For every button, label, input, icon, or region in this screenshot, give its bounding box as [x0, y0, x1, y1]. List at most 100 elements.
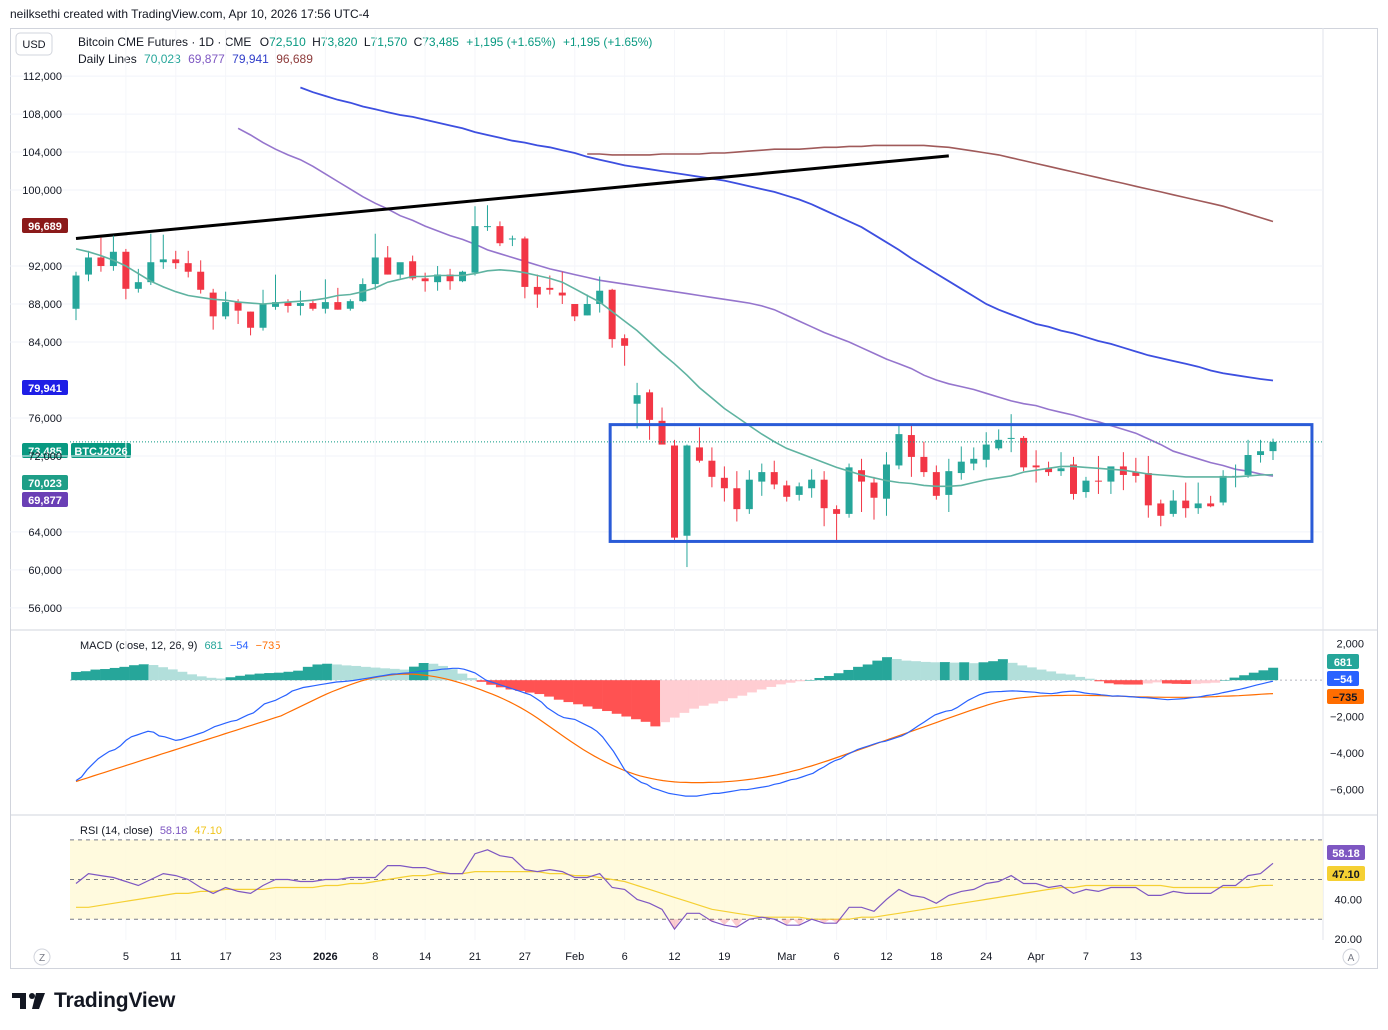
macd-histogram-bar: [90, 669, 101, 681]
candle-body: [1020, 437, 1028, 468]
x-tick-label: 11: [170, 951, 181, 963]
macd-histogram-bar: [302, 666, 313, 681]
candle-body: [745, 479, 753, 510]
macd-histogram-bar: [978, 662, 989, 681]
candle-body: [259, 304, 267, 328]
candle-body: [284, 302, 292, 306]
main-y-tick-label: 88,000: [28, 299, 62, 311]
macd-histogram-bar: [746, 680, 757, 693]
candle-body: [608, 289, 616, 340]
rsi-oversold-shade: [818, 919, 831, 924]
candle-body: [234, 302, 242, 311]
legend-change-1: +1,195 (+1.65%): [466, 35, 555, 49]
tradingview-logo[interactable]: TradingView: [12, 988, 175, 1014]
legend-h-value: 73,820: [321, 35, 358, 49]
candle-body: [1169, 500, 1177, 514]
macd-histogram-bar: [939, 662, 950, 681]
candle-body: [920, 456, 928, 473]
candle-body: [84, 257, 92, 275]
macd-legend-signal: −735: [256, 640, 281, 652]
rsi-badge-ma-label: 47.10: [1332, 869, 1360, 881]
legend-l-label: L: [364, 35, 371, 49]
macd-histogram-bar: [1055, 673, 1066, 681]
macd-histogram-bar: [187, 674, 197, 681]
candle-body: [122, 251, 130, 289]
x-tick-label: 19: [718, 951, 730, 963]
candle-body: [209, 292, 217, 317]
macd-histogram-bar: [495, 680, 506, 688]
x-tick-label: 13: [1130, 951, 1142, 963]
macd-histogram-bar: [949, 662, 960, 681]
macd-y-tick-label: −4,000: [1330, 748, 1364, 760]
candle-body: [1207, 503, 1215, 507]
main-y-tick-label: 108,000: [22, 109, 62, 121]
legend-symbol: Bitcoin CME Futures · 1D · CME: [78, 35, 251, 49]
macd-badge-macd-label: −54: [1334, 674, 1354, 686]
macd-histogram-bar: [100, 669, 111, 681]
main-y-tick-label: 60,000: [28, 565, 62, 577]
main-y-tick-label: 104,000: [22, 147, 62, 159]
sma100-line: [300, 86, 1274, 382]
candle-body: [1257, 451, 1265, 456]
macd-histogram-bar: [775, 680, 786, 685]
macd-histogram-bar: [650, 680, 661, 727]
trendline: [75, 154, 949, 240]
candle-body: [321, 302, 329, 309]
main-y-tick-label: 92,000: [28, 261, 62, 273]
candle-body: [384, 257, 392, 275]
candle-body: [434, 274, 442, 283]
macd-histogram-bar: [312, 664, 323, 681]
candle-body: [296, 303, 304, 306]
macd-histogram-bar: [824, 675, 835, 681]
x-tick-label: 21: [469, 951, 481, 963]
macd-histogram-bar: [833, 673, 844, 681]
macd-histogram-bar: [688, 680, 699, 709]
macd-histogram-bar: [1036, 669, 1047, 681]
macd-histogram-bar: [766, 680, 777, 687]
candle-body: [1269, 441, 1277, 452]
macd-histogram-bar: [80, 671, 91, 681]
candle-body: [197, 271, 205, 290]
candle-body: [1045, 468, 1053, 473]
badge-ma100-label: 79,941: [28, 383, 62, 395]
main-y-tick-label: 112,000: [23, 71, 62, 83]
main-y-tick-label: 100,000: [22, 185, 62, 197]
candle-body: [409, 261, 417, 279]
legend-o-label: O: [260, 35, 269, 49]
lines-legend-ma100: 79,941: [232, 52, 269, 66]
badge-last-price-label: 73,485: [28, 446, 62, 458]
auto-scale-button[interactable]: [1342, 948, 1360, 966]
candle-body: [770, 472, 778, 485]
macd-histogram-bar: [563, 680, 574, 703]
candle-body: [1157, 503, 1165, 516]
macd-y-tick-label: −6,000: [1330, 785, 1364, 797]
macd-histogram-bar: [1123, 680, 1134, 685]
badge-last-price: [22, 443, 68, 458]
candle-body: [334, 302, 342, 310]
macd-histogram-bar: [930, 662, 941, 681]
macd-histogram-bar: [341, 665, 352, 681]
macd-histogram-bar: [457, 673, 468, 681]
candle-body: [783, 485, 791, 497]
macd-histogram-bar: [370, 667, 381, 681]
macd-histogram-bar: [1133, 680, 1143, 685]
macd-histogram-bar: [293, 670, 304, 681]
legend-h-label: H: [312, 35, 321, 49]
candle-body: [695, 447, 703, 461]
tradingview-brand: TradingView: [54, 989, 176, 1012]
rsi-oversold-shade: [830, 919, 843, 924]
candle-body: [1057, 468, 1065, 472]
timezone-button[interactable]: [33, 948, 51, 966]
badge-symbol-tag-label: BTCJ2026: [74, 446, 127, 458]
candle-body: [371, 257, 379, 285]
candle-body: [1070, 464, 1077, 494]
candle-body: [1194, 503, 1202, 509]
candle-body: [882, 464, 890, 499]
candle-body: [1082, 480, 1090, 493]
x-tick-label: 24: [980, 951, 992, 963]
candle-body: [247, 311, 255, 328]
badge-ma20: [22, 475, 68, 490]
currency-button[interactable]: [15, 32, 53, 56]
rsi-line: [75, 849, 1274, 931]
